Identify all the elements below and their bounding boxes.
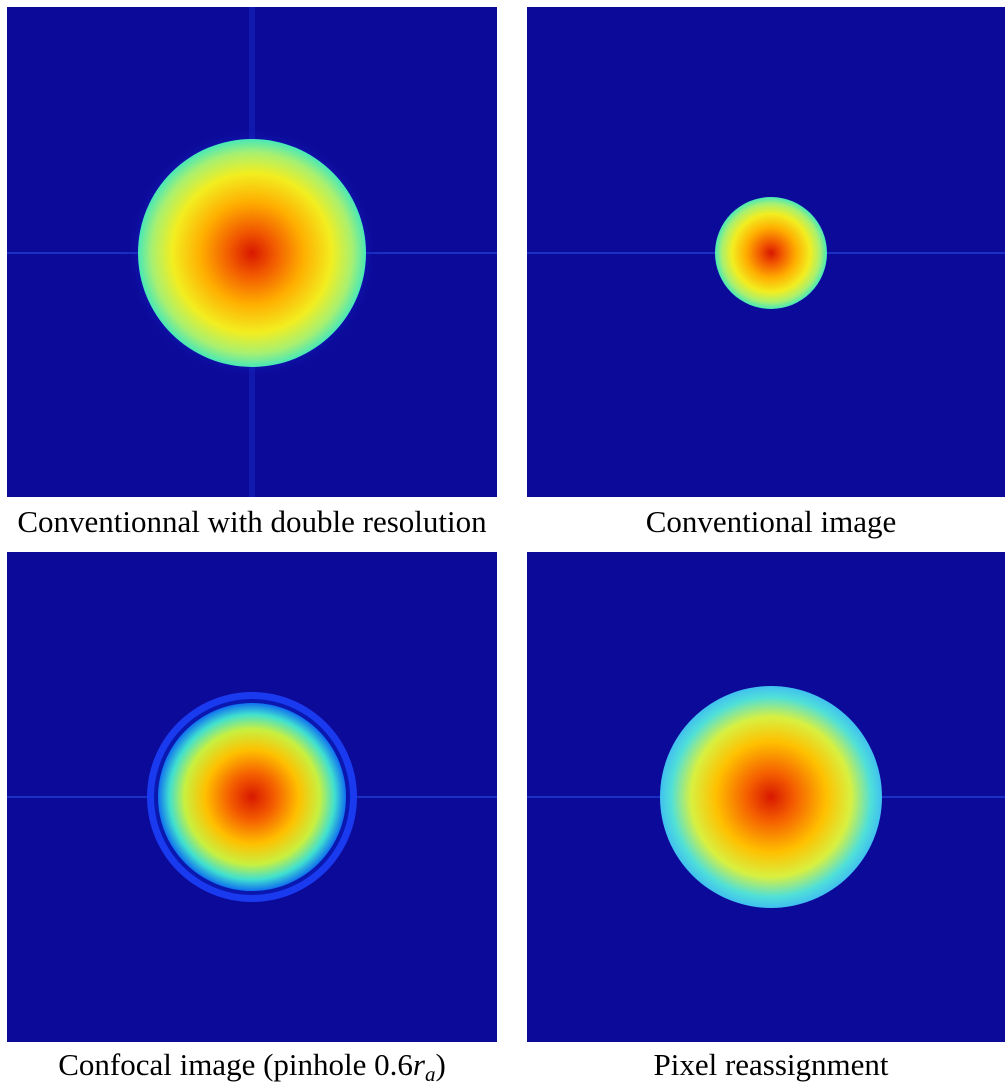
caption: Pixel reassignment bbox=[653, 1047, 888, 1082]
image-panel bbox=[7, 552, 497, 1042]
image-panel bbox=[527, 7, 1005, 497]
caption-text: Confocal image (pinhole 0.6 bbox=[58, 1047, 413, 1082]
caption-text: ) bbox=[435, 1047, 445, 1082]
caption: Conventional image bbox=[646, 504, 897, 539]
image-panel bbox=[7, 7, 497, 497]
caption-subscript: a bbox=[425, 1062, 436, 1086]
image-panel bbox=[527, 552, 1005, 1042]
caption: Conventionnal with double resolution bbox=[17, 504, 487, 539]
caption: Confocal image (pinhole 0.6ra) bbox=[58, 1047, 446, 1086]
caption-symbol: r bbox=[413, 1047, 426, 1082]
